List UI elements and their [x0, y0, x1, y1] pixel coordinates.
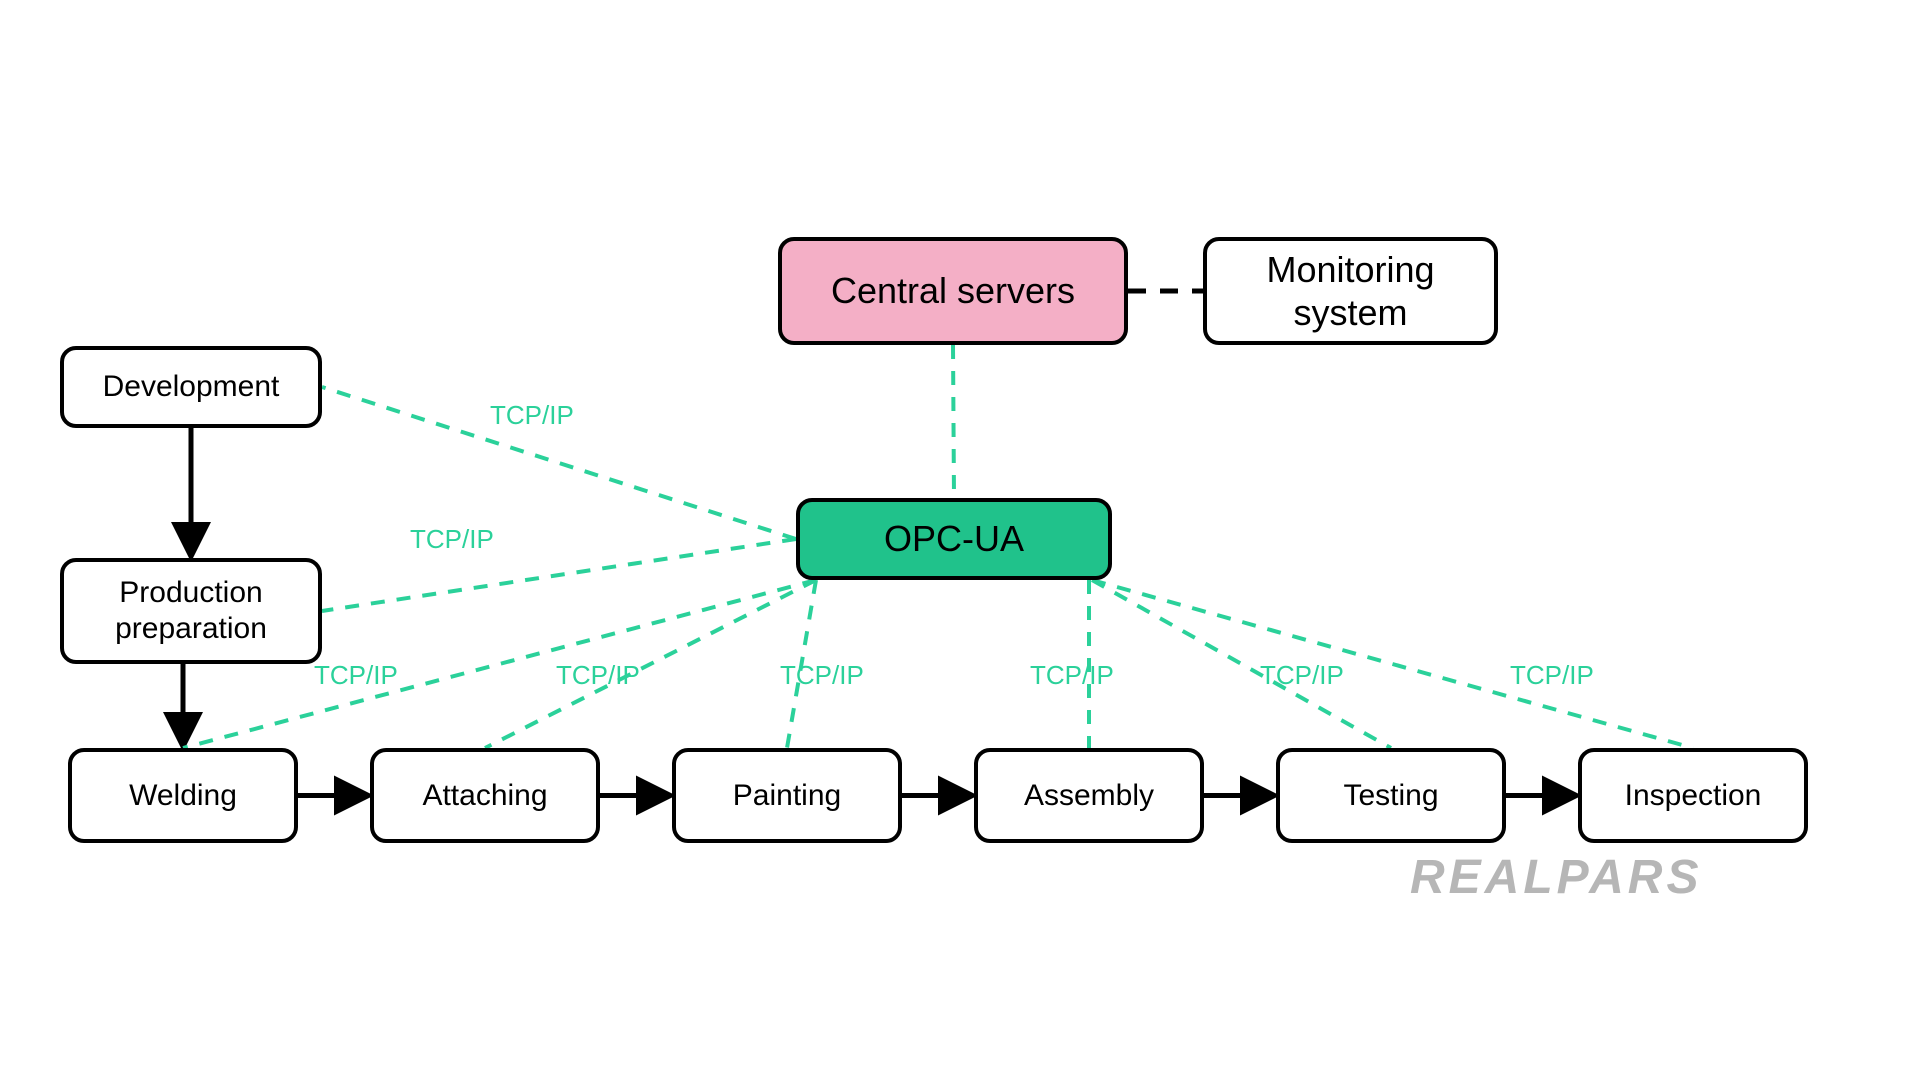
edge-label-tcpip: TCP/IP: [1260, 660, 1344, 691]
edge-label-tcpip: TCP/IP: [1030, 660, 1114, 691]
node-painting: Painting: [672, 748, 902, 843]
node-testing: Testing: [1276, 748, 1506, 843]
node-label: Assembly: [1024, 778, 1154, 814]
node-central-servers: Central servers: [778, 237, 1128, 345]
node-inspection: Inspection: [1578, 748, 1808, 843]
node-label: Monitoringsystem: [1266, 248, 1434, 334]
watermark-text: REALPARS: [1410, 851, 1702, 904]
node-development: Development: [60, 346, 322, 428]
node-attaching: Attaching: [370, 748, 600, 843]
diagram-canvas: Central servers Monitoringsystem OPC-UA …: [0, 0, 1920, 1080]
node-opc-ua: OPC-UA: [796, 498, 1112, 580]
node-label: Attaching: [422, 778, 547, 814]
edge-label-tcpip: TCP/IP: [490, 400, 574, 431]
node-welding: Welding: [68, 748, 298, 843]
edge-label-tcpip: TCP/IP: [556, 660, 640, 691]
edge-label-tcpip: TCP/IP: [780, 660, 864, 691]
node-production-preparation: Productionpreparation: [60, 558, 322, 664]
node-label: Central servers: [831, 269, 1075, 312]
node-label: Painting: [733, 778, 841, 814]
node-label: Testing: [1343, 778, 1438, 814]
node-label: Welding: [129, 778, 237, 814]
node-label: Productionpreparation: [115, 575, 267, 647]
node-label: OPC-UA: [884, 517, 1024, 560]
node-label: Inspection: [1625, 778, 1762, 814]
watermark-realpars: REALPARS: [1410, 850, 1702, 905]
node-label: Development: [103, 369, 280, 405]
edge-label-tcpip: TCP/IP: [314, 660, 398, 691]
node-monitoring-system: Monitoringsystem: [1203, 237, 1498, 345]
edge-label-tcpip: TCP/IP: [1510, 660, 1594, 691]
edge-label-tcpip: TCP/IP: [410, 524, 494, 555]
node-assembly: Assembly: [974, 748, 1204, 843]
